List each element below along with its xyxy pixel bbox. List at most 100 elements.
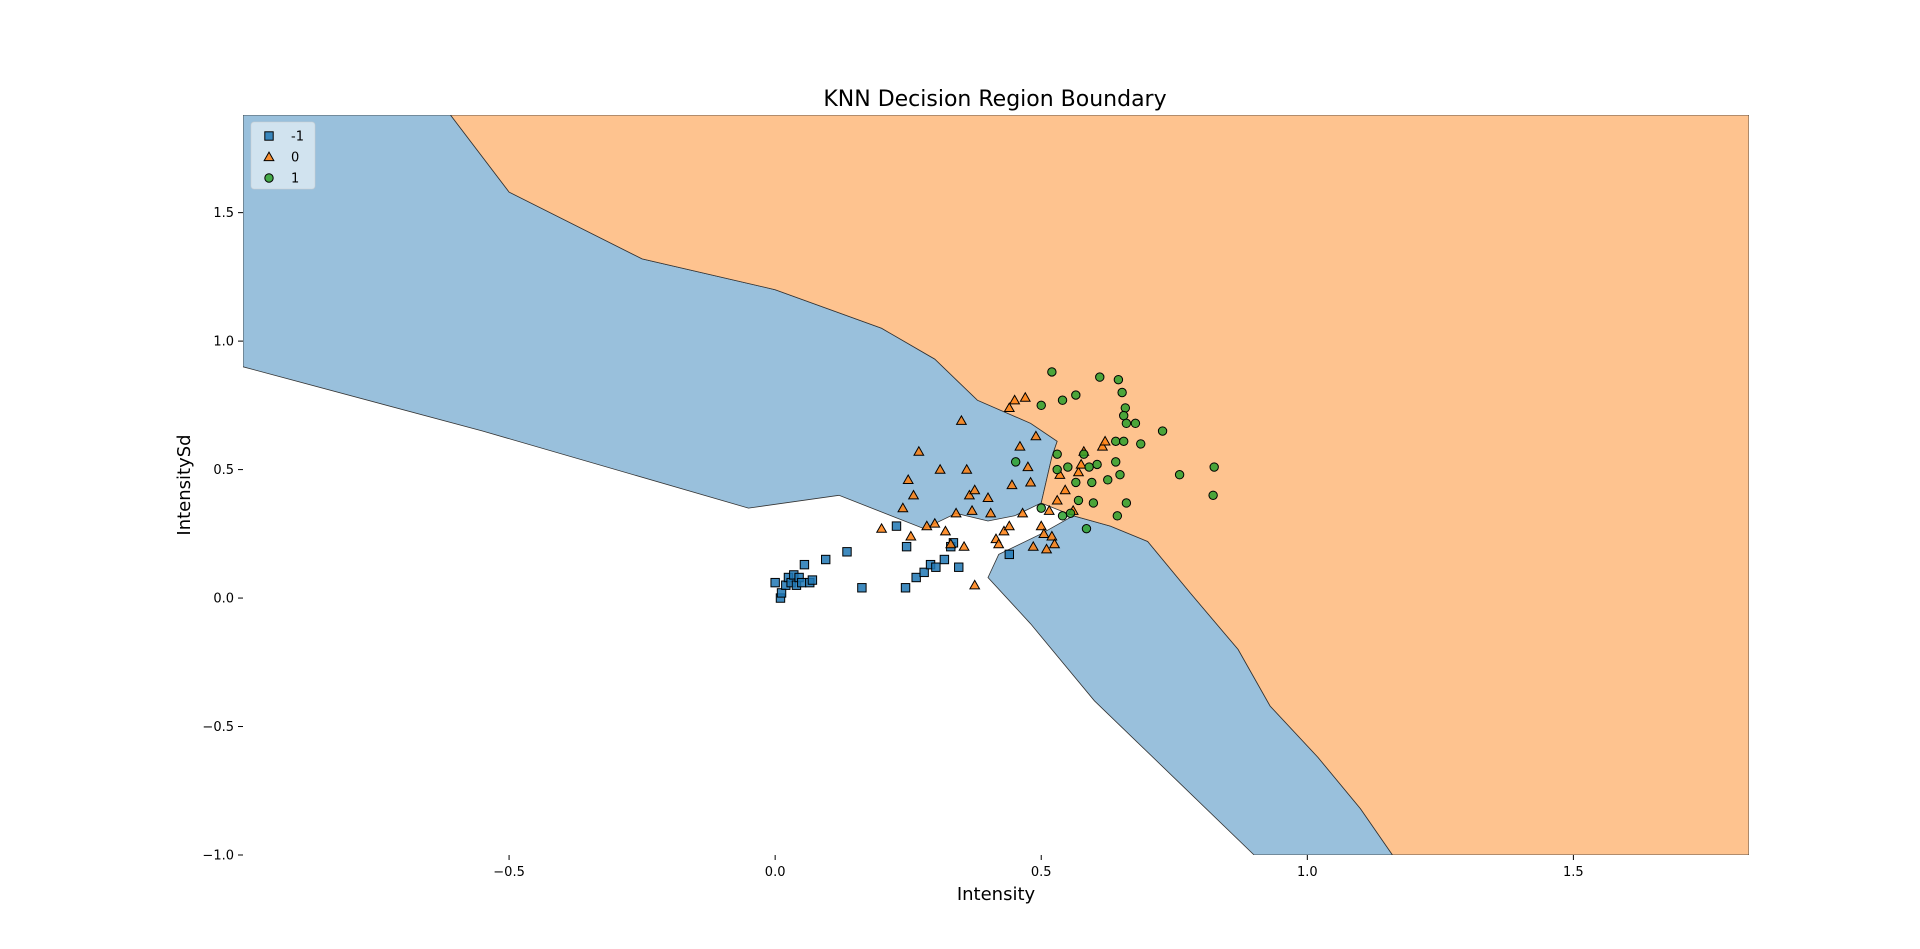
data-point-class-1-30 xyxy=(1036,503,1046,513)
y-tick-label: 1.0 xyxy=(213,335,234,350)
data-point-class-0-7 xyxy=(929,517,941,528)
plot-area xyxy=(243,115,1749,855)
data-point-class-0-15 xyxy=(963,489,976,500)
data-point-class-0-30 xyxy=(1019,391,1031,402)
data-point-class-neg1-0 xyxy=(770,577,780,588)
data-point-class-1-20 xyxy=(1079,449,1089,459)
data-point-class-0-22 xyxy=(992,538,1005,549)
data-point-class-0-0 xyxy=(875,522,888,533)
data-point-class-neg1-23 xyxy=(939,554,950,565)
data-points xyxy=(770,367,1219,603)
data-point-class-0-46 xyxy=(1075,458,1087,469)
x-tick-label: 1.5 xyxy=(1563,865,1584,880)
data-point-class-1-3 xyxy=(1057,395,1068,405)
data-point-class-0-23 xyxy=(998,525,1010,536)
legend-label-class-1: 1 xyxy=(291,172,299,187)
data-point-class-0-14 xyxy=(961,463,973,474)
data-point-class-0-27 xyxy=(1003,402,1015,413)
data-point-class-0-24 xyxy=(1003,520,1015,531)
y-tick-label: 0.5 xyxy=(213,463,234,478)
data-point-class-1-19 xyxy=(1071,477,1081,488)
x-axis: −0.5 0.0 0.5 1.0 1.5 xyxy=(493,855,1584,880)
data-point-class-1-5 xyxy=(1095,372,1105,382)
data-point-class-1-4 xyxy=(1071,390,1081,400)
data-point-class-0-28 xyxy=(1014,440,1026,451)
data-point-class-0-29 xyxy=(1016,507,1029,518)
data-point-class-0-13 xyxy=(958,540,970,551)
data-point-class-neg1-10 xyxy=(799,559,810,570)
data-point-class-1-32 xyxy=(1065,508,1076,518)
data-point-class-1-34 xyxy=(1112,511,1123,521)
data-point-class-neg1-9 xyxy=(797,577,807,588)
data-point-class-1-31 xyxy=(1057,511,1068,521)
data-point-class-0-49 xyxy=(1099,435,1111,446)
data-point-class-1-9 xyxy=(1119,410,1129,421)
legend-frame xyxy=(250,121,316,190)
data-point-class-0-16 xyxy=(966,504,978,515)
data-point-class-1-23 xyxy=(1087,477,1097,488)
data-point-class-neg1-22 xyxy=(931,562,941,572)
data-point-class-1-27 xyxy=(1073,495,1084,506)
x-tick-label: 0.0 xyxy=(765,865,786,880)
data-point-class-0-32 xyxy=(1024,476,1037,487)
data-point-class-1-28 xyxy=(1088,498,1099,508)
data-point-class-0-19 xyxy=(982,492,994,502)
data-point-class-1-22 xyxy=(1092,459,1102,470)
data-point-class-1-35 xyxy=(1174,470,1185,480)
data-point-class-0-43 xyxy=(1059,484,1071,495)
data-point-class-0-41 xyxy=(1051,494,1063,505)
data-point-class-0-18 xyxy=(969,579,981,590)
data-point-class-1-6 xyxy=(1113,374,1124,385)
data-point-class-1-33 xyxy=(1081,523,1092,534)
data-point-class-0-45 xyxy=(1072,466,1085,477)
data-point-class-0-26 xyxy=(1008,394,1021,405)
data-point-class-1-1 xyxy=(1047,367,1057,377)
data-point-class-neg1-16 xyxy=(891,521,902,531)
y-axis-title: IntensitySd xyxy=(174,434,195,535)
data-point-class-1-10 xyxy=(1121,418,1132,429)
data-point-class-1-29 xyxy=(1121,498,1132,508)
data-point-class-0-2 xyxy=(902,474,914,484)
legend-marker-class-1 xyxy=(264,173,274,183)
data-point-class-0-37 xyxy=(1040,543,1053,554)
data-point-class-neg1-20 xyxy=(919,567,929,578)
data-point-class-0-11 xyxy=(950,507,962,518)
data-point-class-1-18 xyxy=(1063,462,1073,472)
y-tick-label: −1.0 xyxy=(202,849,234,864)
legend-marker-class-0 xyxy=(263,151,275,162)
data-point-class-0-3 xyxy=(907,489,920,500)
data-point-class-0-5 xyxy=(905,530,917,541)
y-tick-label: 1.5 xyxy=(213,206,234,221)
data-point-class-neg1-19 xyxy=(911,572,921,583)
data-point-class-neg1-2 xyxy=(776,588,787,598)
data-point-class-1-21 xyxy=(1084,462,1094,472)
data-point-class-neg1-12 xyxy=(807,575,818,585)
data-point-class-1-37 xyxy=(1208,490,1218,500)
data-point-class-0-38 xyxy=(1043,504,1055,515)
legend: -1 0 1 xyxy=(250,121,316,190)
data-point-class-1-8 xyxy=(1120,403,1131,413)
data-point-class-neg1-15 xyxy=(857,583,867,593)
data-point-class-1-7 xyxy=(1117,387,1127,398)
data-point-class-0-8 xyxy=(934,463,946,474)
decision-regions xyxy=(243,115,1749,855)
y-tick-label: 0.0 xyxy=(213,592,234,607)
data-point-class-0-36 xyxy=(1038,527,1050,538)
x-tick-label: −0.5 xyxy=(493,865,525,880)
data-point-class-neg1-25 xyxy=(954,562,964,572)
data-point-class-1-25 xyxy=(1111,457,1121,467)
data-point-class-0-12 xyxy=(955,414,968,425)
data-point-class-0-31 xyxy=(1022,461,1034,472)
data-point-class-1-2 xyxy=(1036,400,1046,411)
data-point-class-1-36 xyxy=(1209,462,1219,472)
data-point-class-1-15 xyxy=(1157,426,1168,436)
legend-label-class-0: 0 xyxy=(291,151,299,166)
y-tick-label: −0.5 xyxy=(202,720,234,735)
data-point-class-0-9 xyxy=(939,525,952,536)
legend-label-class-neg1: -1 xyxy=(291,130,304,145)
data-point-class-1-11 xyxy=(1130,418,1141,429)
data-point-class-neg1-26 xyxy=(1004,549,1015,560)
data-point-class-0-4 xyxy=(913,445,925,456)
data-point-class-0-10 xyxy=(945,538,957,549)
